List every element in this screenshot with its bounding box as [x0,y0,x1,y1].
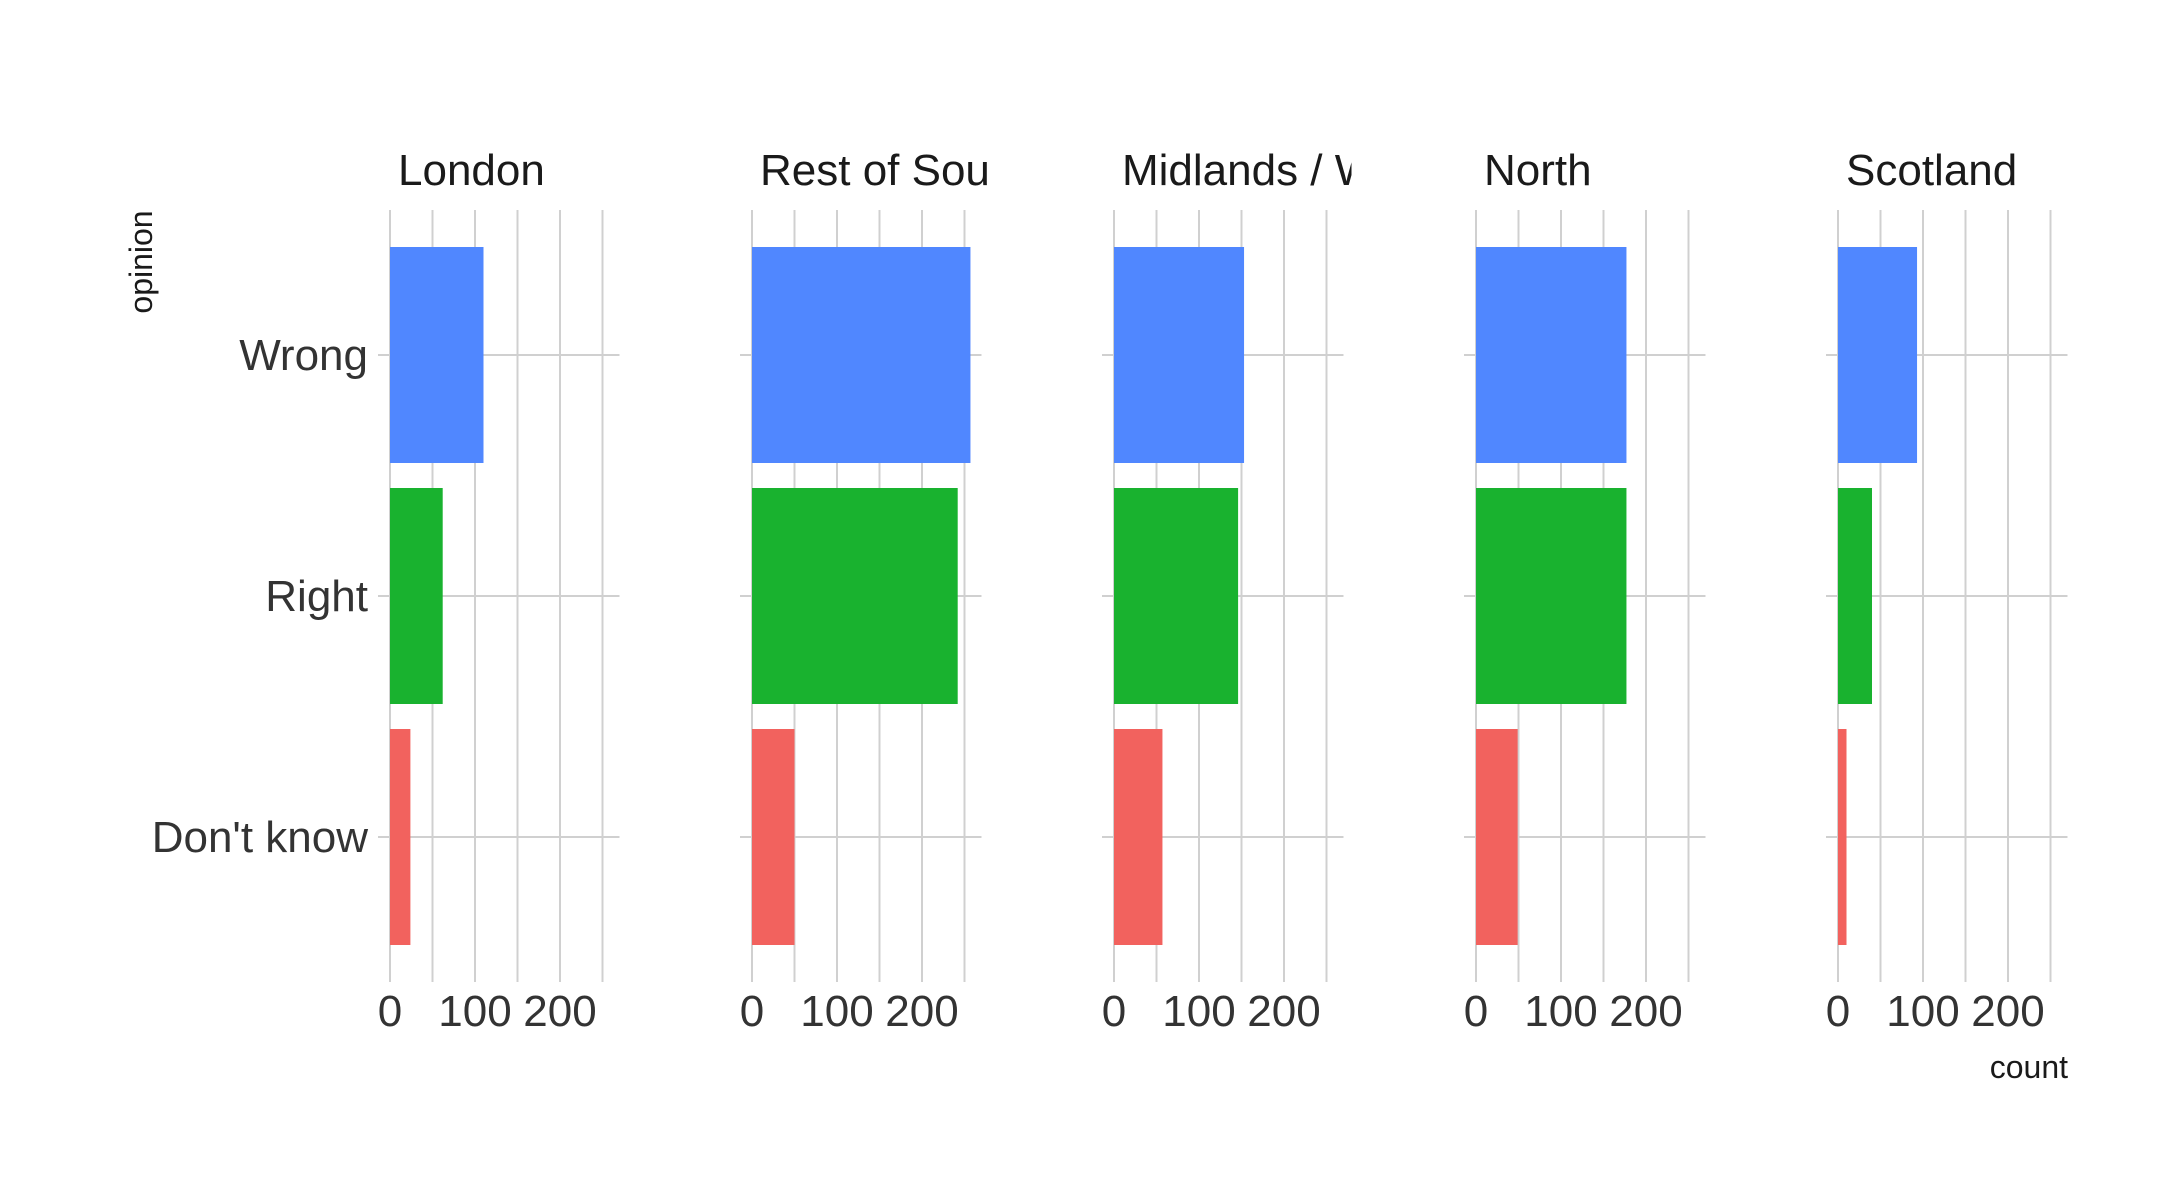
x-tick-label: 0 [1102,987,1126,1036]
x-tick-label: 200 [1971,987,2044,1036]
bar-right [752,488,958,704]
x-tick-label: 0 [1464,987,1488,1036]
x-tick-label: 200 [1609,987,1682,1036]
facet-title: Midlands / W [1122,146,1377,195]
panel-4: Scotland 0 100 200 [1826,146,2068,1036]
panel-3: North 0 100 200 [1464,146,1706,1036]
x-tick-label: 0 [740,987,764,1036]
bar-wrong [1476,247,1627,463]
facet-title: Rest of Sout [760,146,1002,195]
bar-right [1476,488,1627,704]
bar-wrong [752,247,971,463]
bar-don-t-know [1476,729,1518,945]
facet-title: Scotland [1846,146,2017,195]
bar-don-t-know [390,729,411,945]
x-tick-label: 100 [1162,987,1235,1036]
bar-right [1114,488,1239,704]
y-tick-label: Don't know [152,813,369,862]
y-axis-title: opinion [123,210,159,313]
x-tick-label: 200 [1247,987,1320,1036]
x-tick-label: 0 [1826,987,1850,1036]
bar-wrong [390,247,484,463]
x-tick-label: 0 [378,987,402,1036]
panel-1: Rest of Sout 0 100 200 [740,146,1002,1036]
x-axis-title: count [1990,1049,2068,1085]
x-tick-label: 100 [438,987,511,1036]
x-tick-label: 100 [800,987,873,1036]
bar-don-t-know [1838,729,1847,945]
facet-title: London [398,146,545,195]
y-tick-label: Right [265,572,368,621]
bar-right [1838,488,1872,704]
bar-right [390,488,443,704]
bar-don-t-know [1114,729,1163,945]
bar-don-t-know [752,729,795,945]
bar-wrong [1114,247,1245,463]
x-tick-label: 200 [885,987,958,1036]
x-tick-label: 200 [523,987,596,1036]
bar-wrong [1838,247,1918,463]
panel-0: London 0 100 200 Wrong Right Don't know [152,146,620,1036]
y-tick-label: Wrong [239,331,368,380]
x-tick-label: 100 [1524,987,1597,1036]
x-tick-label: 100 [1886,987,1959,1036]
panel-2: Midlands / W 0 100 200 [1102,146,1377,1036]
facet-title: North [1484,146,1592,195]
